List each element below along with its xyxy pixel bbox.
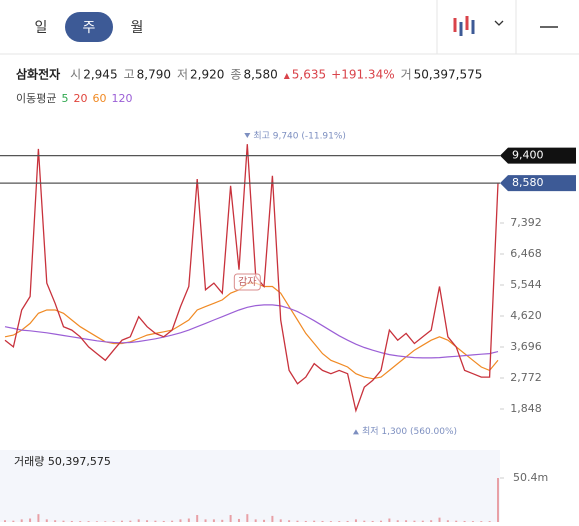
volume-panel-bg	[0, 450, 500, 522]
volume-bar	[196, 515, 199, 522]
volume-bar	[62, 520, 65, 522]
y-tick-label: 7,392	[510, 216, 542, 229]
volume-bar	[29, 518, 32, 522]
volume-bar	[346, 520, 349, 522]
tab: 월	[131, 20, 144, 36]
volume-bar	[438, 517, 441, 522]
tab-selected-bg	[65, 12, 113, 42]
volume-bar	[313, 520, 316, 522]
volume-bar	[304, 520, 307, 522]
volume-bar	[129, 520, 132, 522]
price-line	[4, 144, 499, 413]
stat-value: 8,790	[137, 68, 171, 82]
volume-bar	[187, 518, 190, 522]
volume-bar	[12, 520, 15, 522]
price-level-box	[500, 175, 576, 192]
y-tick-label: 4,620	[510, 309, 542, 322]
volume-bar	[137, 519, 140, 522]
stat-value: 8,580	[243, 68, 277, 82]
change: 5,635	[292, 68, 326, 82]
volume-bar	[455, 520, 458, 522]
ma-legend: 60	[92, 92, 106, 105]
volume-bar	[396, 520, 399, 522]
volume-bar	[279, 519, 282, 522]
price-level-box	[500, 147, 576, 164]
low-marker	[352, 429, 359, 435]
volume-bar	[430, 520, 433, 522]
high-marker	[244, 133, 251, 138]
volume-bar	[237, 518, 240, 522]
volume-bar	[463, 520, 466, 522]
volume-bar	[413, 520, 416, 522]
volume-bar	[288, 520, 291, 522]
y-tick-label: 5,544	[510, 278, 542, 291]
volume-bar	[421, 520, 424, 522]
volume-bar	[162, 520, 165, 522]
volume-bar	[171, 520, 174, 522]
y-tick-label: 6,468	[510, 247, 542, 260]
volume-label: 거	[401, 68, 412, 82]
volume-bar	[388, 518, 391, 522]
volume-bar	[54, 520, 57, 522]
volume-bar	[204, 519, 207, 522]
volume-bar	[20, 519, 23, 522]
volume-value: 50,397,575	[414, 68, 483, 82]
ma-line	[4, 304, 499, 359]
volume-bar	[4, 520, 6, 522]
volume-bar	[246, 514, 249, 522]
volume-bar	[263, 519, 266, 522]
volume-bar	[363, 520, 366, 522]
stat-label: 시	[70, 68, 81, 82]
chart-type-icon[interactable]	[453, 16, 475, 36]
stock-name: 삼화전자	[16, 67, 60, 82]
ma-title: 이동평균	[16, 92, 56, 105]
tab: 일	[35, 20, 48, 36]
up-arrow	[283, 73, 290, 79]
volume-bar	[497, 478, 499, 522]
stat-value: 2,945	[83, 68, 117, 82]
volume-bar	[321, 520, 324, 522]
volume-bar	[212, 519, 215, 522]
volume-bar	[229, 515, 232, 522]
volume-bar	[254, 519, 257, 522]
change-rate: +191.34%	[331, 68, 394, 82]
volume-bar	[271, 515, 274, 522]
volume-bar	[146, 520, 149, 522]
stat-value: 2,920	[190, 68, 224, 82]
volume-bar	[37, 514, 40, 522]
y-tick-label: 1,848	[510, 402, 542, 415]
event-box	[233, 273, 261, 291]
stat-label: 저	[177, 68, 188, 82]
volume-bar	[221, 519, 224, 522]
volume-bar	[120, 520, 123, 522]
volume-bar	[154, 520, 157, 522]
price-level-label: 8,580	[512, 176, 544, 189]
volume-bar	[70, 520, 73, 522]
volume-bar	[296, 520, 299, 522]
volume-bar	[45, 519, 48, 522]
high-annotation: 최고 9,740 (-11.91%)	[253, 131, 346, 142]
volume-bar	[371, 520, 374, 522]
y-tick-label: 3,696	[510, 340, 542, 353]
volume-bar	[354, 519, 357, 522]
volume-title: 거래량 50,397,575	[14, 455, 111, 468]
ma-legend: 20	[73, 92, 87, 105]
price-level-label: 9,400	[512, 149, 544, 162]
volume-bar	[446, 520, 449, 522]
tab: 주	[83, 20, 96, 36]
y-tick-label: 2,772	[510, 371, 542, 384]
volume-bar	[405, 520, 408, 522]
ma-legend: 5	[61, 92, 68, 105]
volume-bar	[380, 520, 383, 522]
low-annotation: 최저 1,300 (560.00%)	[362, 426, 457, 437]
ma-legend: 120	[111, 92, 132, 105]
volume-bar	[179, 519, 182, 522]
stat-label: 고	[124, 68, 135, 82]
event-label: 감자	[238, 276, 256, 288]
stat-label: 종	[230, 68, 241, 82]
volume-tick-label: 50.4m	[513, 471, 548, 484]
dropdown-icon[interactable]	[494, 20, 504, 26]
